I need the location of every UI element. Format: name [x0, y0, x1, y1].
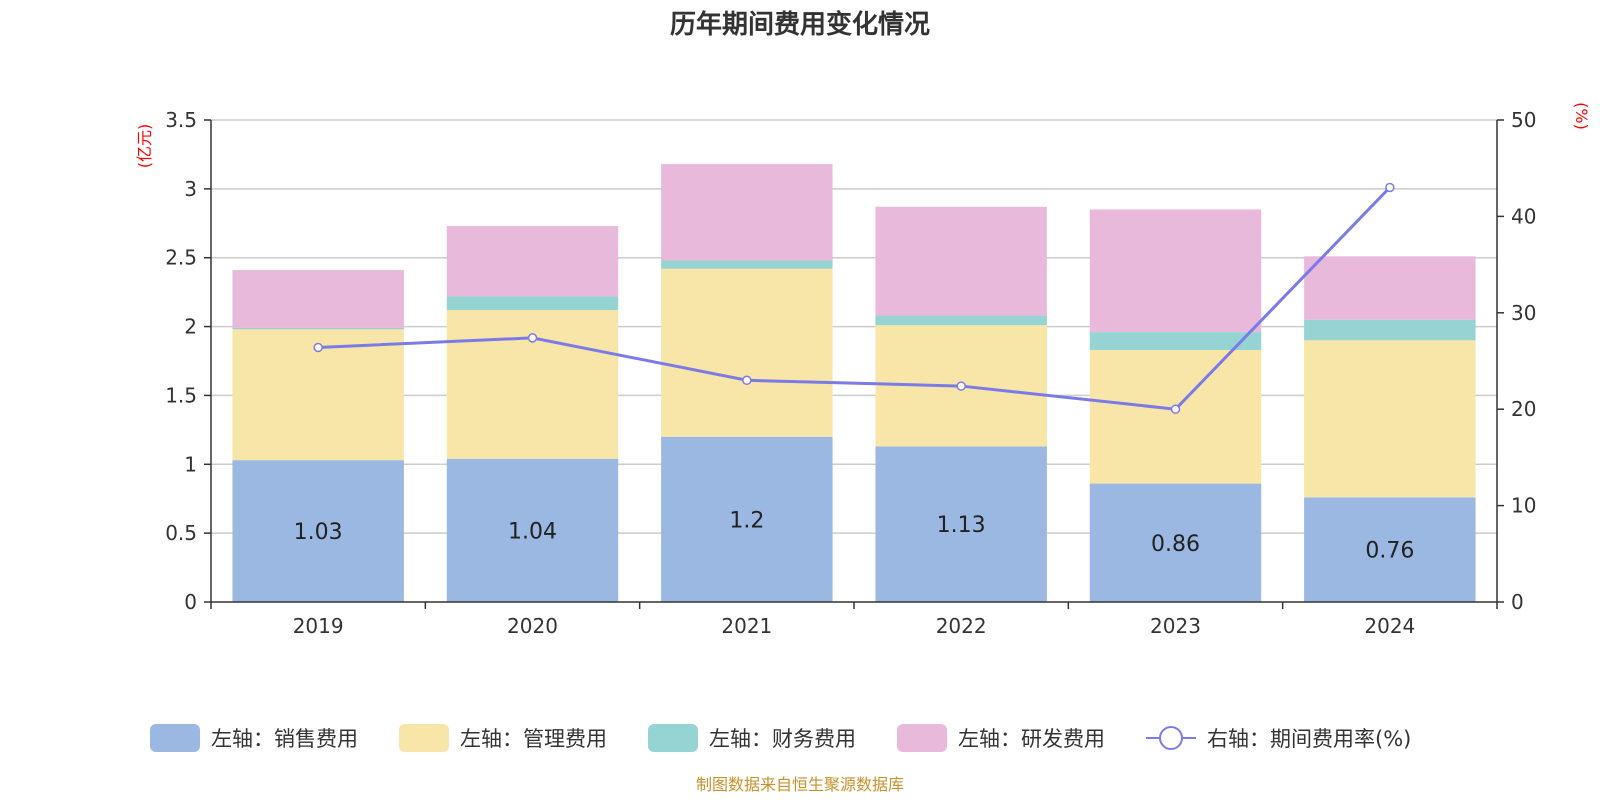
bar-value-label: 1.04	[508, 519, 557, 544]
rate-point	[742, 375, 752, 386]
grid-lines	[211, 119, 1497, 534]
right-tick-label: 30	[1511, 301, 1536, 325]
bar-value-label: 1.13	[937, 513, 986, 538]
left-tick-label: 2.5	[165, 246, 197, 270]
bar-segment-2	[661, 268, 833, 437]
legend-label: 左轴：销售费用	[211, 727, 358, 751]
source-note: 制图数据来自恒生聚源数据库	[696, 775, 904, 794]
right-tick-label: 20	[1511, 397, 1536, 421]
bar-segment-1	[446, 458, 619, 602]
x-tick-label: 2021	[721, 614, 772, 638]
chart-title: 历年期间费用变化情况	[670, 9, 930, 40]
bar-segment-4	[1089, 209, 1262, 333]
right-tick-label: 40	[1511, 204, 1536, 228]
left-tick-label: 3.5	[165, 108, 197, 132]
bar-segment-3	[661, 260, 833, 269]
rate-point	[1385, 182, 1395, 193]
bar-segment-1	[875, 446, 1047, 602]
left-tick-label: 0	[184, 590, 197, 614]
left-tick-label: 0.5	[165, 521, 197, 545]
bar-segment-1	[1304, 497, 1476, 602]
rate-point	[956, 381, 966, 391]
left-axis-unit: (亿元)	[135, 124, 154, 169]
right-tick-label: 50	[1511, 108, 1536, 132]
bar-segment-1	[232, 460, 404, 602]
right-tick-label: 0	[1511, 590, 1524, 614]
bar-segment-1	[661, 436, 833, 602]
bar-value-label: 0.76	[1365, 539, 1414, 564]
right-tick-label: 10	[1511, 494, 1536, 518]
legend-swatch	[897, 724, 947, 752]
bar-labels-group: 1.03 1.04 1.2 1.13 0.86 0.76	[294, 508, 1415, 563]
bar-segment-3	[1304, 319, 1476, 341]
x-tick-label: 2023	[1150, 614, 1201, 638]
legend-label: 左轴：研发费用	[958, 727, 1105, 751]
x-tick-label: 2020	[507, 614, 558, 638]
left-tick-label: 3	[184, 177, 197, 201]
bar-segment-4	[446, 226, 619, 297]
bar-segment-3	[232, 327, 404, 330]
rate-line-group	[313, 182, 1395, 414]
bar-segment-4	[661, 164, 833, 261]
rate-point	[1170, 404, 1181, 414]
bar-value-label: 0.86	[1151, 532, 1200, 557]
legend-label: 右轴：期间费用率(%)	[1207, 727, 1411, 751]
axes-group: 0 0.5 1 1.5 2 2.5 3 3.5 0 10 20 30 40 50 2019 2020 2021 2…	[165, 108, 1536, 638]
bar-segment-3	[1089, 332, 1262, 350]
left-tick-label: 2	[184, 315, 197, 339]
legend-label: 左轴：管理费用	[460, 727, 607, 751]
rate-line	[318, 186, 1391, 411]
legend-swatch	[648, 724, 698, 752]
bar-segment-4	[1304, 256, 1476, 320]
bar-segment-4	[232, 270, 404, 328]
rate-point	[527, 333, 538, 343]
bar-segment-2	[1089, 349, 1262, 484]
bar-value-label: 1.03	[294, 520, 343, 545]
bar-segment-3	[875, 315, 1047, 326]
bar-segment-3	[446, 296, 619, 311]
bar-value-label: 1.2	[729, 508, 764, 533]
bar-segment-2	[446, 310, 619, 459]
legend: 左轴：销售费用 左轴：管理费用 左轴：财务费用 左轴：研发费用 右轴：期间费用率(%)	[150, 724, 1411, 752]
bar-segment-1	[1089, 483, 1262, 602]
right-axis-unit: (%)	[1572, 102, 1591, 130]
bar-segment-2	[1304, 340, 1476, 498]
bar-segment-4	[875, 206, 1047, 316]
x-tick-label: 2022	[936, 614, 987, 638]
legend-swatch	[399, 724, 449, 752]
x-tick-label: 2024	[1364, 614, 1415, 638]
rate-point	[313, 342, 323, 353]
left-tick-label: 1	[184, 452, 197, 476]
legend-line-marker	[1159, 726, 1183, 750]
left-tick-label: 1.5	[165, 383, 197, 407]
x-tick-label: 2019	[293, 614, 344, 638]
legend-swatch	[150, 724, 200, 752]
legend-label: 左轴：财务费用	[709, 727, 856, 751]
